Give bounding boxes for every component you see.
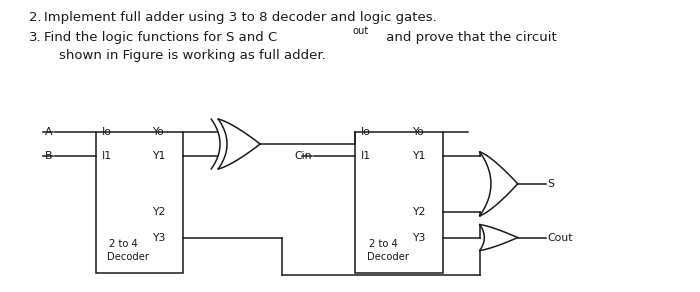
Text: Yo: Yo: [412, 127, 424, 137]
Text: Yo: Yo: [153, 127, 164, 137]
Text: Y3: Y3: [412, 232, 426, 243]
Text: Io: Io: [102, 127, 111, 137]
Text: S: S: [547, 179, 554, 189]
Text: B: B: [45, 151, 52, 161]
Text: Y1: Y1: [153, 151, 166, 161]
Text: A: A: [45, 127, 52, 137]
Text: Y3: Y3: [153, 232, 166, 243]
Text: Y2: Y2: [153, 207, 166, 217]
Text: out: out: [353, 26, 369, 36]
Text: Implement full adder using 3 to 8 decoder and logic gates.: Implement full adder using 3 to 8 decode…: [43, 11, 436, 24]
Text: Y2: Y2: [412, 207, 426, 217]
Text: Decoder: Decoder: [108, 253, 150, 263]
Text: Find the logic functions for S and C: Find the logic functions for S and C: [43, 31, 277, 44]
Text: shown in Figure is working as full adder.: shown in Figure is working as full adder…: [59, 49, 326, 62]
Text: 2 to 4: 2 to 4: [369, 239, 398, 248]
Text: Decoder: Decoder: [367, 253, 409, 263]
Text: Cout: Cout: [547, 232, 573, 243]
Text: and prove that the circuit: and prove that the circuit: [382, 31, 556, 44]
Text: I1: I1: [361, 151, 371, 161]
Text: Io: Io: [361, 127, 371, 137]
Text: Cin: Cin: [295, 151, 312, 161]
Text: 2.: 2.: [29, 11, 41, 24]
Text: I1: I1: [102, 151, 111, 161]
Text: Y1: Y1: [412, 151, 426, 161]
Text: 3.: 3.: [29, 31, 41, 44]
Text: 2 to 4: 2 to 4: [109, 239, 138, 248]
